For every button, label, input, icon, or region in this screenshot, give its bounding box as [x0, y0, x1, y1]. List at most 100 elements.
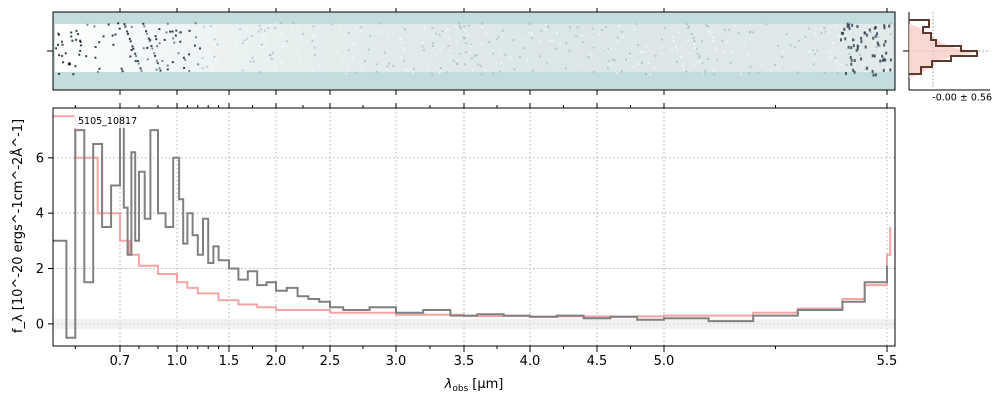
strip-pixel — [75, 38, 78, 41]
strip-pixel — [199, 47, 201, 50]
strip-pixel — [833, 23, 836, 26]
strip-pixel — [274, 27, 277, 29]
strip-pixel — [808, 50, 811, 53]
strip-pixel — [392, 64, 395, 67]
strip-pixel — [423, 25, 426, 28]
strip-pixel — [269, 54, 272, 57]
strip-pixel — [588, 53, 591, 56]
strip-pixel — [663, 27, 666, 30]
strip-pixel — [130, 49, 133, 51]
strip-pixel — [280, 22, 282, 25]
strip-pixel — [60, 40, 63, 43]
strip-pixel — [241, 69, 244, 72]
strip-pixel — [79, 44, 82, 47]
strip-pixel — [860, 36, 863, 40]
strip-pixel — [318, 65, 321, 68]
strip-pixel — [468, 52, 471, 54]
strip-pixel — [704, 69, 707, 72]
strip-pixel — [544, 23, 547, 26]
strip-pixel — [281, 35, 284, 38]
strip-pixel — [155, 59, 158, 62]
strip-pixel — [849, 56, 852, 59]
hist-label: -0.00 ± 0.56 — [932, 92, 992, 103]
strip-pixel — [85, 55, 88, 58]
strip-pixel — [399, 57, 402, 60]
strip-pixel — [889, 33, 892, 36]
strip-pixel — [472, 69, 474, 72]
strip-pixel — [194, 22, 197, 25]
strip-pixel — [155, 68, 158, 71]
strip-pixel — [871, 54, 874, 58]
strip-pixel — [182, 56, 185, 59]
strip-pixel — [670, 47, 673, 50]
strip-pixel — [872, 73, 875, 77]
x-axis-label-unit: [μm] — [472, 377, 503, 392]
strip-pixel — [130, 25, 133, 28]
strip-pixel — [580, 65, 583, 68]
strip-pixel — [555, 47, 558, 50]
strip-pixel — [860, 57, 863, 61]
strip-pixel — [314, 54, 316, 56]
strip-pixel — [470, 45, 473, 47]
strip-pixel — [263, 29, 266, 32]
strip-pixel — [146, 46, 149, 49]
strip-pixel — [282, 45, 285, 48]
strip-pixel — [500, 61, 503, 64]
spectrum-2d-panel — [47, 8, 896, 95]
strip-pixel — [267, 27, 270, 30]
strip-pixel — [884, 70, 887, 73]
strip-pixel — [502, 29, 504, 32]
strip-pixel — [696, 52, 699, 55]
strip-pixel — [886, 66, 889, 69]
strip-pixel — [127, 32, 129, 35]
strip-pixel — [846, 37, 849, 40]
strip-pixel — [623, 59, 626, 62]
strip-pixel — [857, 48, 860, 51]
strip-pixel — [789, 44, 792, 47]
x-tick-label-1: 1.0 — [167, 354, 188, 369]
strip-pixel — [794, 46, 797, 49]
strip-pixel — [785, 33, 788, 36]
strip-pixel — [607, 47, 610, 50]
strip-pixel — [728, 28, 731, 31]
strip-pixel — [848, 53, 851, 55]
strip-pixel — [98, 67, 101, 70]
strip-pixel — [155, 38, 158, 41]
strip-pixel — [465, 51, 467, 54]
histogram-panel: -0.00 ± 0.56 — [903, 12, 992, 103]
strip-pixel — [871, 69, 874, 73]
x-tick-label-7: 4.0 — [520, 354, 541, 369]
strip-pixel — [441, 30, 444, 33]
strip-pixel — [261, 45, 264, 48]
strip-pixel — [826, 31, 829, 34]
strip-pixel — [455, 26, 457, 29]
x-tick-label-4: 2.5 — [320, 354, 341, 369]
x-axis-label: λobs [μm] — [444, 377, 504, 394]
strip-pixel — [592, 70, 595, 73]
strip-pixel — [247, 37, 250, 40]
strip-pixel — [492, 72, 495, 75]
strip-pixel — [815, 49, 818, 52]
strip-pixel — [883, 26, 886, 30]
strip-pixel — [355, 26, 358, 28]
strip-pixel — [151, 47, 154, 50]
strip-pixel — [447, 28, 450, 31]
strip-pixel — [446, 71, 449, 74]
strip-pixel — [369, 35, 372, 38]
strip-pixel — [885, 51, 888, 55]
strip-pixel — [111, 34, 114, 37]
strip-pixel — [564, 67, 567, 70]
strip-pixel — [855, 48, 858, 52]
strip-pixel — [640, 61, 643, 64]
strip-pixel — [879, 45, 881, 48]
strip-pixel — [694, 46, 697, 49]
strip-pixel — [339, 27, 342, 30]
strip-pixel — [882, 55, 885, 57]
strip-pixel — [860, 34, 863, 37]
strip-pixel — [439, 70, 442, 73]
strip-pixel — [677, 31, 680, 33]
y-axis-label: f_λ [10^-20 ergs^-1cm^-2Å^-1] — [10, 119, 26, 333]
strip-pixel — [61, 43, 64, 46]
strip-pixel — [685, 23, 688, 26]
strip-pixel — [723, 29, 726, 31]
